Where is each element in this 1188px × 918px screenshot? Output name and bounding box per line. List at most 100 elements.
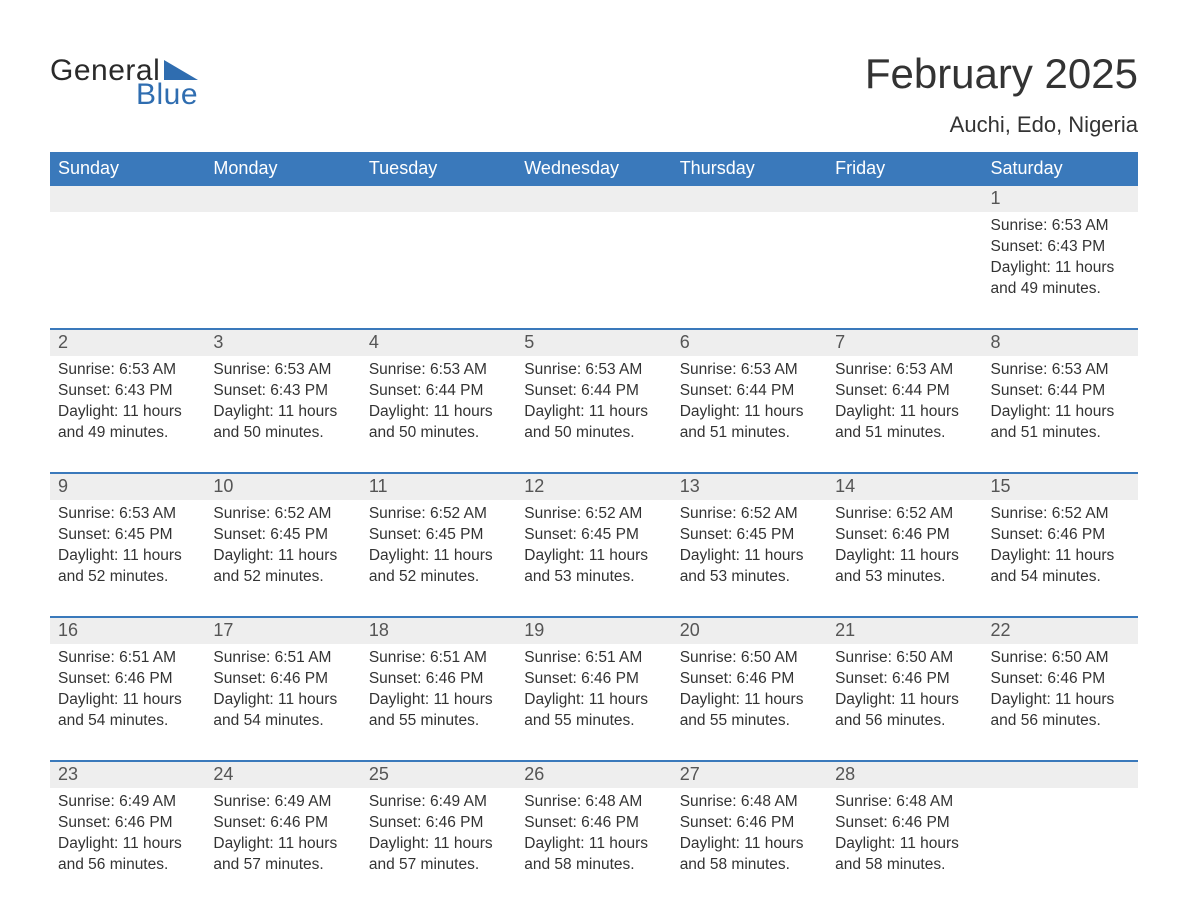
daylight-line: Daylight: 11 hours and 52 minutes. — [369, 546, 512, 588]
daylight-line: Daylight: 11 hours and 57 minutes. — [213, 834, 356, 876]
day-number: 11 — [361, 474, 516, 500]
sunrise-line: Sunrise: 6:48 AM — [524, 792, 667, 813]
day-cell: 9 Sunrise: 6:53 AMSunset: 6:45 PMDaylight… — [50, 474, 205, 594]
day-number: 20 — [672, 618, 827, 644]
day-number: 1 — [983, 186, 1138, 212]
day-cell: 8Sunrise: 6:53 AMSunset: 6:44 PMDaylight… — [983, 330, 1138, 450]
day-cell: 26Sunrise: 6:48 AMSunset: 6:46 PMDayligh… — [516, 762, 671, 882]
day-info: Sunrise: 6:53 AMSunset: 6:44 PMDaylight:… — [831, 360, 978, 444]
daylight-line: Daylight: 11 hours and 53 minutes. — [680, 546, 823, 588]
day-cell: 28Sunrise: 6:48 AMSunset: 6:46 PMDayligh… — [827, 762, 982, 882]
sunrise-line: Sunrise: 6:53 AM — [835, 360, 978, 381]
day-number: 5 — [516, 330, 671, 356]
daylight-line: Daylight: 11 hours and 58 minutes. — [835, 834, 978, 876]
day-number: 24 — [205, 762, 360, 788]
sunrise-line: Sunrise: 6:53 AM — [991, 216, 1134, 237]
calendar-page: General Blue February 2025 Auchi, Edo, N… — [0, 0, 1188, 918]
day-number: 21 — [827, 618, 982, 644]
week-row: 2Sunrise: 6:53 AMSunset: 6:43 PMDaylight… — [50, 328, 1138, 450]
day-number: 3 — [205, 330, 360, 356]
day-number: 13 — [672, 474, 827, 500]
weekday-header: Tuesday — [361, 152, 516, 186]
day-number: 10 — [205, 474, 360, 500]
sunrise-line: Sunrise: 6:49 AM — [369, 792, 512, 813]
day-info: Sunrise: 6:53 AMSunset: 6:45 PMDaylight:… — [54, 504, 201, 588]
day-info: Sunrise: 6:53 AMSunset: 6:43 PMDaylight:… — [54, 360, 201, 444]
day-number: 2 — [50, 330, 205, 356]
weekday-header-row: SundayMondayTuesdayWednesdayThursdayFrid… — [50, 152, 1138, 186]
day-number — [827, 186, 982, 212]
daylight-line: Daylight: 11 hours and 51 minutes. — [835, 402, 978, 444]
day-cell: 16Sunrise: 6:51 AMSunset: 6:46 PMDayligh… — [50, 618, 205, 738]
sunset-line: Sunset: 6:44 PM — [991, 381, 1134, 402]
sunset-line: Sunset: 6:45 PM — [369, 525, 512, 546]
sunset-line: Sunset: 6:44 PM — [369, 381, 512, 402]
week-row: 16Sunrise: 6:51 AMSunset: 6:46 PMDayligh… — [50, 616, 1138, 738]
day-cell: 12Sunrise: 6:52 AMSunset: 6:45 PMDayligh… — [516, 474, 671, 594]
weekday-header: Thursday — [672, 152, 827, 186]
daylight-line: Daylight: 11 hours and 51 minutes. — [991, 402, 1134, 444]
week-row: 1Sunrise: 6:53 AMSunset: 6:43 PMDaylight… — [50, 186, 1138, 306]
day-number: 22 — [983, 618, 1138, 644]
sunrise-line: Sunrise: 6:48 AM — [680, 792, 823, 813]
brand-triangle-icon — [164, 58, 198, 80]
sunrise-line: Sunrise: 6:53 AM — [58, 504, 201, 525]
day-number: 6 — [672, 330, 827, 356]
daylight-line: Daylight: 11 hours and 50 minutes. — [213, 402, 356, 444]
day-cell: 25 Sunrise: 6:49 AMSunset: 6:46 PMDayligh… — [361, 762, 516, 882]
day-cell: 27Sunrise: 6:48 AMSunset: 6:46 PMDayligh… — [672, 762, 827, 882]
page-header: General Blue February 2025 Auchi, Edo, N… — [50, 50, 1138, 146]
day-number — [361, 186, 516, 212]
day-number — [50, 186, 205, 212]
sunrise-line: Sunrise: 6:52 AM — [991, 504, 1134, 525]
day-info: Sunrise: 6:53 AMSunset: 6:43 PMDaylight:… — [209, 360, 356, 444]
day-info: Sunrise: 6:49 AMSunset: 6:46 PMDaylight:… — [365, 792, 512, 876]
location-subtitle: Auchi, Edo, Nigeria — [865, 112, 1138, 138]
day-cell: 15Sunrise: 6:52 AMSunset: 6:46 PMDayligh… — [983, 474, 1138, 594]
sunrise-line: Sunrise: 6:53 AM — [524, 360, 667, 381]
day-info: Sunrise: 6:53 AMSunset: 6:44 PMDaylight:… — [520, 360, 667, 444]
sunrise-line: Sunrise: 6:51 AM — [58, 648, 201, 669]
day-number: 25 — [361, 762, 516, 788]
daylight-line: Daylight: 11 hours and 49 minutes. — [58, 402, 201, 444]
day-cell — [827, 186, 982, 306]
day-info: Sunrise: 6:48 AMSunset: 6:46 PMDaylight:… — [676, 792, 823, 876]
day-number — [205, 186, 360, 212]
sunset-line: Sunset: 6:44 PM — [524, 381, 667, 402]
day-cell: 22 Sunrise: 6:50 AMSunset: 6:46 PMDayligh… — [983, 618, 1138, 738]
day-number: 9 — [50, 474, 205, 500]
sunrise-line: Sunrise: 6:50 AM — [991, 648, 1134, 669]
day-number: 14 — [827, 474, 982, 500]
week-row: 9Sunrise: 6:53 AMSunset: 6:45 PMDaylight… — [50, 472, 1138, 594]
day-cell: 3 Sunrise: 6:53 AMSunset: 6:43 PMDaylight… — [205, 330, 360, 450]
day-info: Sunrise: 6:49 AMSunset: 6:46 PMDaylight:… — [54, 792, 201, 876]
daylight-line: Daylight: 11 hours and 56 minutes. — [991, 690, 1134, 732]
sunrise-line: Sunrise: 6:52 AM — [213, 504, 356, 525]
sunrise-line: Sunrise: 6:53 AM — [58, 360, 201, 381]
day-cell: 2 Sunrise: 6:53 AMSunset: 6:43 PMDaylight… — [50, 330, 205, 450]
day-cell: 21Sunrise: 6:50 AMSunset: 6:46 PMDayligh… — [827, 618, 982, 738]
day-info: Sunrise: 6:52 AMSunset: 6:45 PMDaylight:… — [365, 504, 512, 588]
day-info: Sunrise: 6:51 AMSunset: 6:46 PMDaylight:… — [365, 648, 512, 732]
day-info: Sunrise: 6:52 AMSunset: 6:45 PMDaylight:… — [676, 504, 823, 588]
day-cell: 5 Sunrise: 6:53 AMSunset: 6:44 PMDaylight… — [516, 330, 671, 450]
weekday-header: Monday — [205, 152, 360, 186]
day-cell — [361, 186, 516, 306]
day-info: Sunrise: 6:52 AMSunset: 6:46 PMDaylight:… — [987, 504, 1134, 588]
day-info: Sunrise: 6:50 AMSunset: 6:46 PMDaylight:… — [987, 648, 1134, 732]
sunset-line: Sunset: 6:46 PM — [835, 525, 978, 546]
sunrise-line: Sunrise: 6:50 AM — [680, 648, 823, 669]
sunrise-line: Sunrise: 6:52 AM — [835, 504, 978, 525]
sunrise-line: Sunrise: 6:52 AM — [680, 504, 823, 525]
day-cell — [50, 186, 205, 306]
day-info: Sunrise: 6:52 AMSunset: 6:45 PMDaylight:… — [209, 504, 356, 588]
day-info: Sunrise: 6:53 AMSunset: 6:44 PMDaylight:… — [987, 360, 1134, 444]
day-number: 18 — [361, 618, 516, 644]
day-number — [983, 762, 1138, 788]
daylight-line: Daylight: 11 hours and 50 minutes. — [524, 402, 667, 444]
sunrise-line: Sunrise: 6:51 AM — [213, 648, 356, 669]
sunset-line: Sunset: 6:46 PM — [991, 669, 1134, 690]
day-info: Sunrise: 6:53 AMSunset: 6:44 PMDaylight:… — [365, 360, 512, 444]
day-number: 19 — [516, 618, 671, 644]
daylight-line: Daylight: 11 hours and 54 minutes. — [213, 690, 356, 732]
